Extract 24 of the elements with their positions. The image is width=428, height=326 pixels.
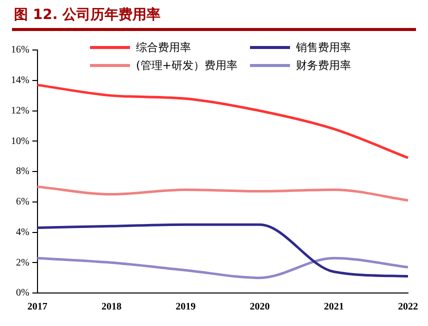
- legend-label: 综合费用率: [136, 40, 191, 55]
- x-tick-label: 2017: [27, 302, 48, 313]
- legend-label: 销售费用率: [296, 40, 351, 55]
- legend-label: 财务费用率: [296, 58, 351, 73]
- y-tick-label: 2%: [16, 257, 30, 268]
- y-tick-label: 6%: [16, 196, 30, 208]
- y-tick-label: 8%: [16, 166, 30, 178]
- legend-label: (管理+研发）费用率: [136, 58, 238, 73]
- y-tick-label: 14%: [10, 75, 30, 86]
- chart-title: 图 12. 公司历年费用率: [14, 6, 161, 24]
- y-tick-label: 16%: [10, 44, 30, 56]
- x-tick-label: 2018: [101, 302, 122, 313]
- line-series: [36, 223, 410, 278]
- x-tick-label: 2022: [398, 302, 418, 313]
- y-tick-label: 10%: [10, 136, 30, 147]
- x-tick-label: 2020: [250, 302, 270, 313]
- y-tick-label: 4%: [16, 226, 30, 238]
- x-tick-label: 2019: [176, 302, 196, 313]
- line-series: [36, 185, 410, 202]
- y-tick-label: 0%: [16, 288, 30, 299]
- line-series: [36, 256, 410, 280]
- line-series: [36, 84, 410, 160]
- x-tick-label: 2021: [324, 302, 344, 313]
- y-tick-label: 12%: [10, 105, 30, 116]
